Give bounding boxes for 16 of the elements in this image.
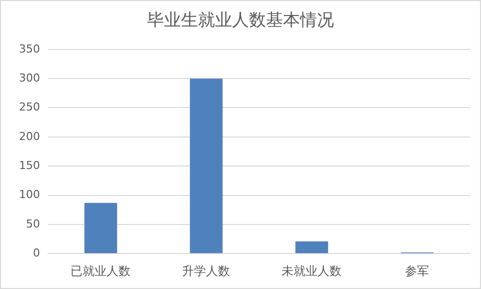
y-tick-label: 250 [18, 100, 40, 114]
y-tick-label: 200 [18, 130, 40, 143]
chart-title: 毕业生就业人数基本情况 [147, 10, 334, 31]
x-tick-label: 升学人数 [182, 264, 230, 278]
x-tick-label: 未就业人数 [282, 264, 342, 278]
bar [295, 241, 328, 254]
x-tick-label: 参军 [405, 264, 430, 278]
y-tick-label: 350 [18, 42, 40, 56]
y-tick-label: 300 [18, 71, 40, 84]
bar [84, 202, 118, 254]
y-tick-label: 150 [18, 158, 40, 172]
y-tick-label: 0 [32, 246, 40, 260]
y-tick-label: 100 [18, 188, 40, 202]
y-tick-label: 50 [26, 217, 40, 230]
bar [190, 78, 223, 254]
x-tick-label: 已就业人数 [70, 264, 131, 278]
